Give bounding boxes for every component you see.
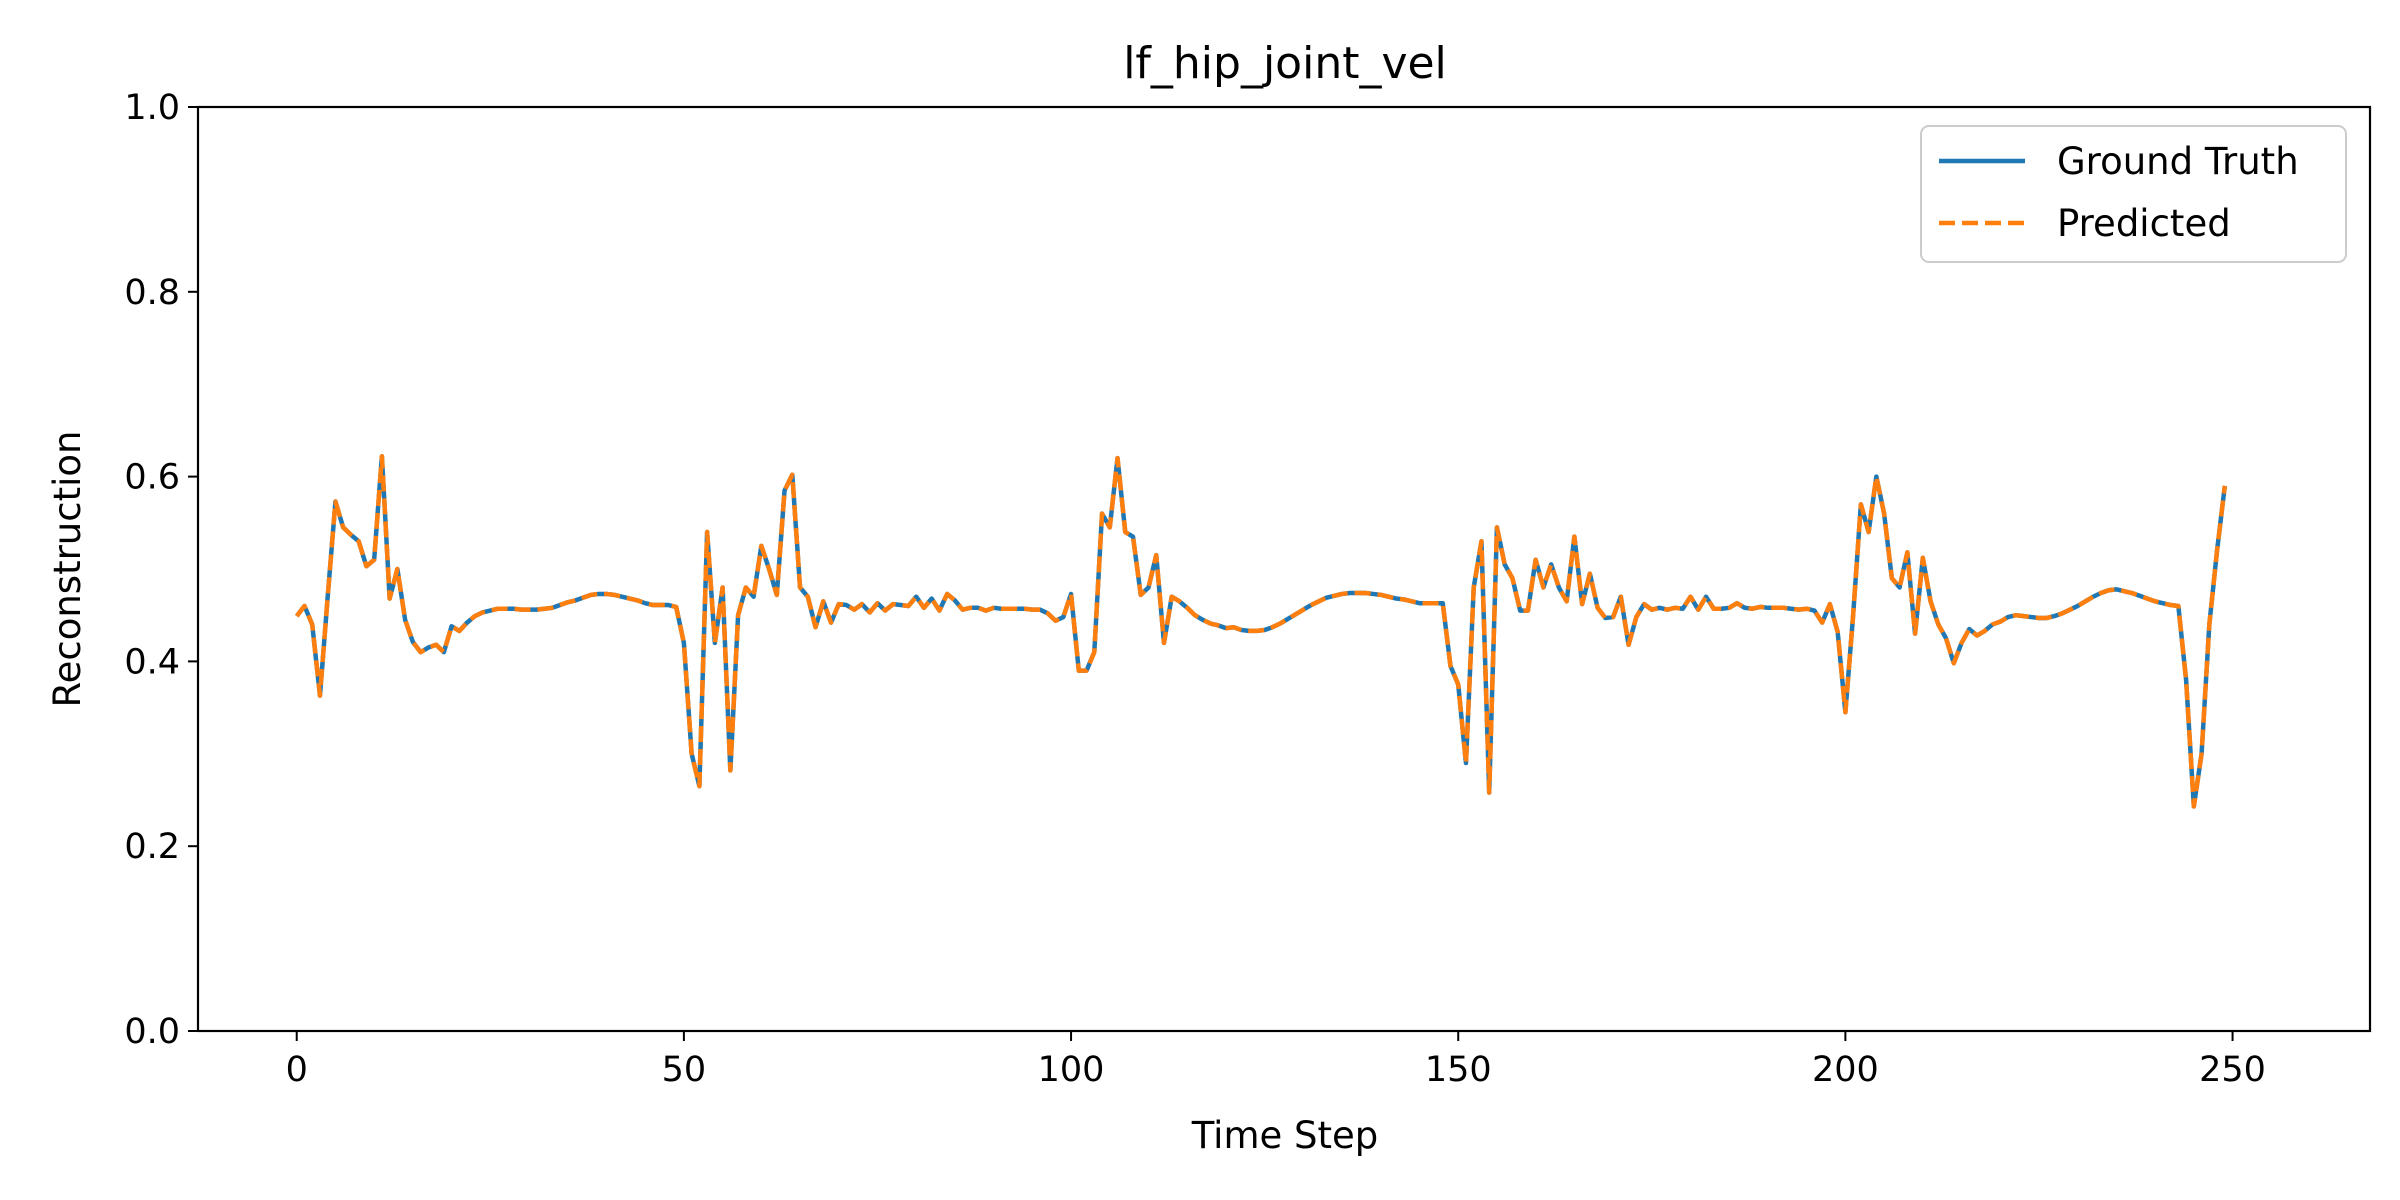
x-tick-label: 150: [1425, 1050, 1492, 1090]
x-tick-label: 50: [662, 1050, 707, 1090]
x-tick-label: 0: [286, 1050, 308, 1090]
x-tick-label: 200: [1812, 1050, 1879, 1090]
y-tick-label: 0.4: [124, 642, 180, 682]
y-tick-label: 0.6: [124, 458, 180, 498]
legend-box: [1920, 125, 2347, 263]
legend-label-ground-truth: Ground Truth: [2057, 140, 2299, 183]
series-layer: [294, 454, 2228, 809]
x-axis-ticks: 0 50 100 150 200 250: [286, 1031, 2266, 1090]
y-tick-label: 0.0: [124, 1012, 180, 1052]
y-axis-ticks: 0.0 0.2 0.4 0.6 0.8 1.0: [124, 88, 198, 1052]
x-tick-label: 250: [2199, 1050, 2266, 1090]
x-tick-label: 100: [1038, 1050, 1105, 1090]
y-tick-label: 0.8: [124, 273, 180, 313]
y-tick-label: 1.0: [124, 88, 180, 128]
x-axis-label: Time Step: [1191, 1114, 1379, 1157]
y-tick-label: 0.2: [124, 827, 180, 867]
legend-label-predicted: Predicted: [2057, 202, 2231, 245]
chart-title: lf_hip_joint_vel: [1123, 38, 1447, 89]
legend: Ground Truth Predicted: [1920, 125, 2347, 263]
series-line-predicted: [294, 454, 2228, 809]
y-axis-label: Reconstruction: [46, 431, 89, 708]
plot-area-frame: [196, 105, 2372, 1033]
